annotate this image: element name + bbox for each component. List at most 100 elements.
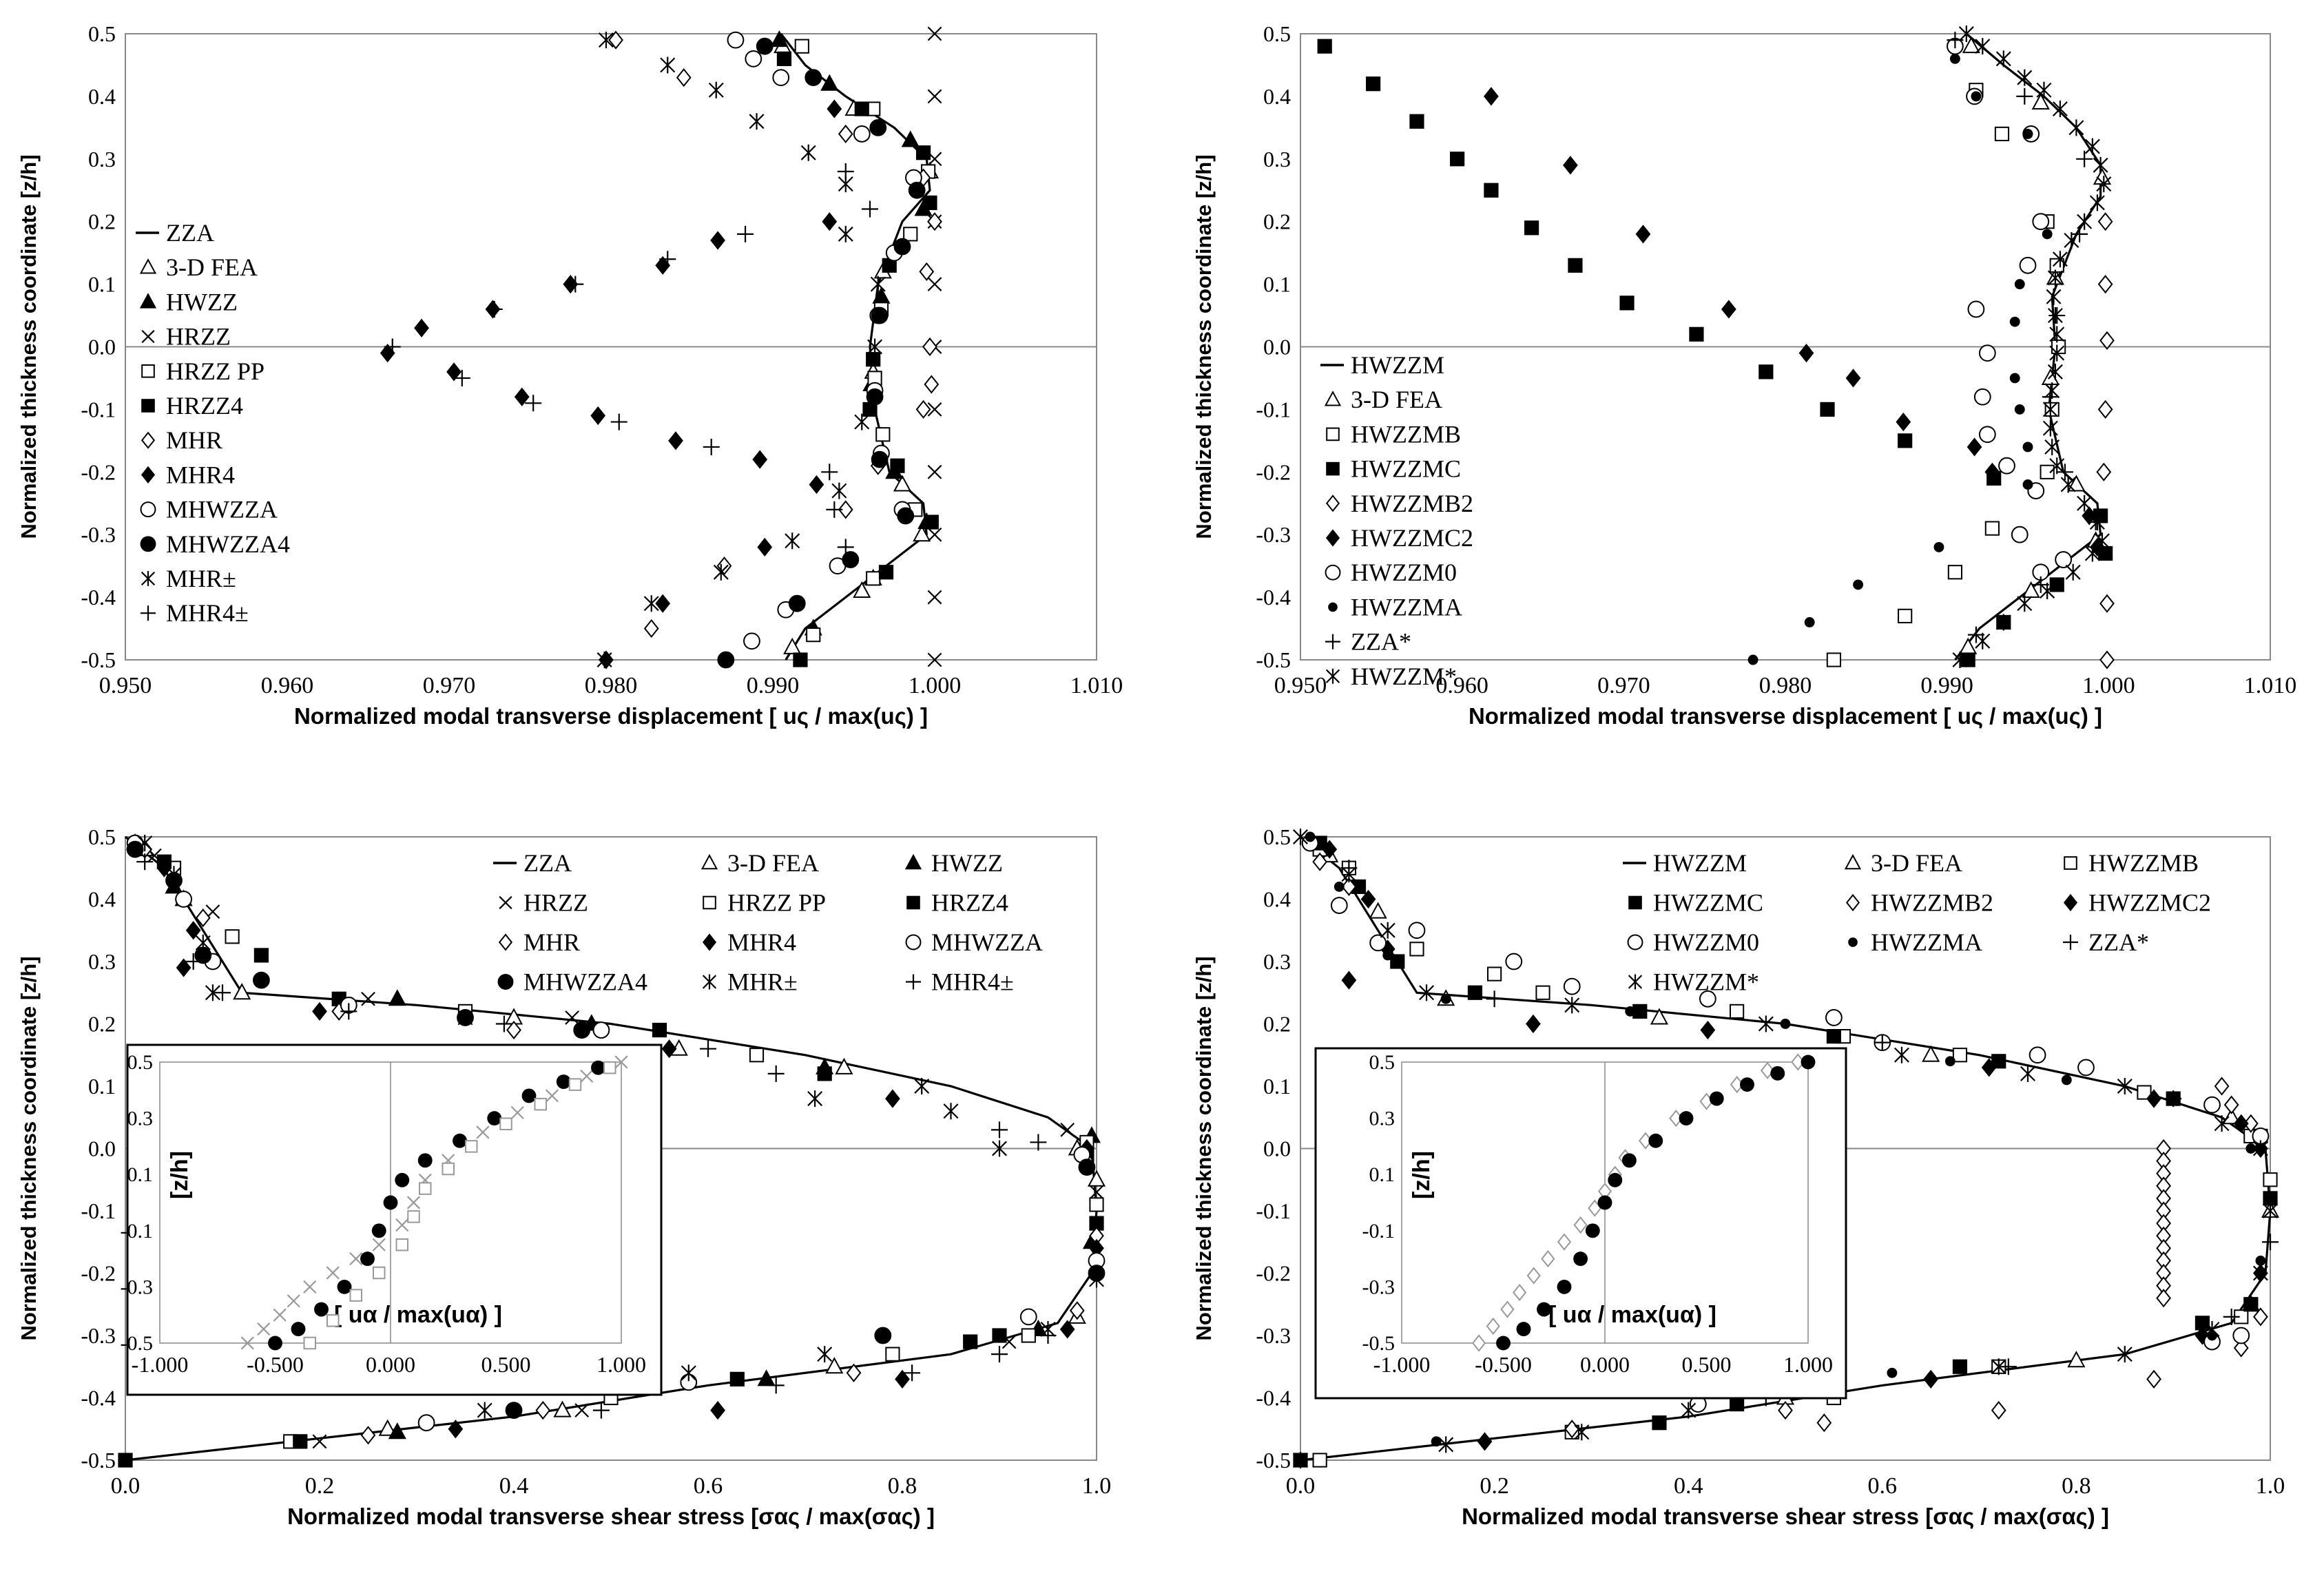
series-hwzzm-star xyxy=(1293,829,2278,1468)
point-hwzzmc xyxy=(1450,152,1465,167)
chart-tl: 0.50.40.30.20.10.0-0.1-0.2-0.3-0.4-0.50.… xyxy=(17,21,1123,729)
point-mhr4 xyxy=(661,1039,677,1059)
point-hrzz xyxy=(927,590,942,605)
y-tick-label: 0.0 xyxy=(1263,1136,1291,1161)
inset-point-black-markers xyxy=(1557,1279,1572,1294)
legend-label: HWZZMA xyxy=(1351,593,1462,621)
point-hwzzm-star xyxy=(1894,1046,1909,1063)
point-hwzz xyxy=(901,130,920,147)
point-hwzzm-star xyxy=(2094,532,2110,550)
point-mhwzza xyxy=(175,891,193,908)
legend-item-hrzz4: HRZZ4 xyxy=(906,889,1008,917)
point-hrzz xyxy=(574,1403,590,1417)
series-mhr4 xyxy=(156,858,1104,1439)
y-tick-label: 0.1 xyxy=(88,1074,116,1099)
x-tick-label: 0.970 xyxy=(423,673,476,698)
point-mhr xyxy=(195,908,211,928)
point-hwzzm0 xyxy=(1563,977,1581,995)
point-hrzz4 xyxy=(118,1453,133,1468)
point-hwzzm-star xyxy=(1995,50,2011,67)
point-mhr4-pm xyxy=(567,276,584,293)
inset-x-tick-label: -1.000 xyxy=(132,1352,189,1377)
legend-swatch xyxy=(141,605,156,621)
point-3-d-fea xyxy=(233,983,251,1000)
inset-y-tick-label: 0.5 xyxy=(127,1051,154,1074)
inset-series-black-markers xyxy=(1496,1054,1816,1351)
legend-item-mhr: MHR xyxy=(498,928,580,956)
point-hwzzm-star xyxy=(2252,1265,2268,1282)
point-mhr4 xyxy=(446,362,461,382)
point-hwzzmb2 xyxy=(2253,1307,2268,1327)
point-3-d-fea xyxy=(1959,637,1978,654)
point-hwzzma xyxy=(2245,1143,2256,1154)
point-mhr4-pm xyxy=(700,1040,716,1057)
point-hwzzm-star xyxy=(2020,1065,2035,1082)
point-hwzzmb xyxy=(1535,985,1550,1000)
point-hwzzm-star xyxy=(2044,382,2060,399)
legend-label: HWZZMC xyxy=(1653,889,1763,917)
point-hwzzmb xyxy=(2044,402,2060,417)
legend-item-mhwzza: MHWZZA xyxy=(905,928,1043,956)
point-mhr-pm xyxy=(838,225,853,242)
legend: ZZA 3-D FEA HWZZ HRZZ HRZZ PP HRZZ4 MHR MHR4 MHW… xyxy=(136,219,290,627)
legend-swatch xyxy=(1627,934,1643,950)
point-mhr4-pm xyxy=(837,539,854,556)
point-hwzz xyxy=(388,989,406,1006)
legend-swatch xyxy=(1325,668,1340,684)
point-hrzz4 xyxy=(963,1334,978,1349)
legend-swatch xyxy=(702,974,717,990)
point-hwzzmc xyxy=(1568,258,1583,273)
series-hrzz4 xyxy=(776,51,939,667)
y-tick-label: 0.2 xyxy=(1263,1012,1291,1037)
legend-label: HWZZMB xyxy=(2088,849,2199,877)
point-hwzzm-star xyxy=(2044,438,2060,455)
point-hwzzm-star xyxy=(2052,251,2068,268)
point-mhr4-pm xyxy=(486,300,503,318)
point-3-d-fea xyxy=(553,1400,572,1417)
point-mhr4-pm xyxy=(453,369,470,386)
point-zza-star xyxy=(2165,1090,2182,1108)
y-tick-label: 0.5 xyxy=(88,21,116,46)
point-mhr4-pm xyxy=(495,1015,512,1032)
point-hwzzmc2 xyxy=(1984,462,2000,481)
point-hwzzmc2 xyxy=(2146,1089,2161,1108)
point-hwzzm0 xyxy=(1998,457,2015,475)
point-mhr-pm xyxy=(870,276,886,293)
legend-item-zza: ZZA xyxy=(136,219,214,247)
point-3-d-fea xyxy=(2067,475,2086,492)
point-hwzzm-star xyxy=(2049,326,2065,343)
legend-label: 3-D FEA xyxy=(1871,849,1962,877)
point-hwzzmc2 xyxy=(1923,1369,1939,1389)
legend-item-mhr4: MHR4 xyxy=(702,928,796,956)
legend-swatch xyxy=(141,431,156,449)
point-mhr-pm xyxy=(943,1103,959,1120)
point-3-d-fea xyxy=(2093,167,2112,185)
point-hwzzmc2 xyxy=(1845,368,1861,388)
inset-point-black-markers xyxy=(487,1111,502,1126)
y-tick-label: -0.4 xyxy=(81,1386,116,1411)
point-hwzzm0 xyxy=(2019,256,2037,274)
inset-point-black-markers xyxy=(268,1336,282,1351)
y-tick-label: -0.4 xyxy=(1256,1386,1291,1411)
series-mhr4 xyxy=(380,99,842,669)
point-hwzzm-star xyxy=(1681,1402,1697,1419)
point-zza-star xyxy=(2223,1308,2240,1325)
point-mhwzza4 xyxy=(908,181,926,199)
point-hrzz xyxy=(927,652,942,667)
point-hwzzm0 xyxy=(1978,344,1996,362)
point-mhwzza4 xyxy=(717,651,735,669)
legend-item-3-d-fea: 3-D FEA xyxy=(701,849,819,877)
legend-item-zza-star: ZZA* xyxy=(2063,928,2149,956)
y-tick-label: -0.4 xyxy=(1256,585,1291,610)
point-hwzzm-star xyxy=(1380,922,1396,939)
legend-label: HWZZM0 xyxy=(1653,928,1759,956)
legend-swatch xyxy=(2064,856,2077,870)
point-hwzzmb2 xyxy=(2097,399,2113,419)
legend-label: ZZA xyxy=(166,219,214,247)
legend-label: HWZZMB xyxy=(1351,420,1461,448)
legend-label: ZZA* xyxy=(2088,928,2149,956)
legend-item-mhr: MHR xyxy=(141,426,222,454)
point-hwzzm0 xyxy=(1369,934,1387,952)
legend-item-hwzzm: HWZZM xyxy=(1320,351,1444,379)
y-tick-label: 0.0 xyxy=(88,1136,116,1161)
